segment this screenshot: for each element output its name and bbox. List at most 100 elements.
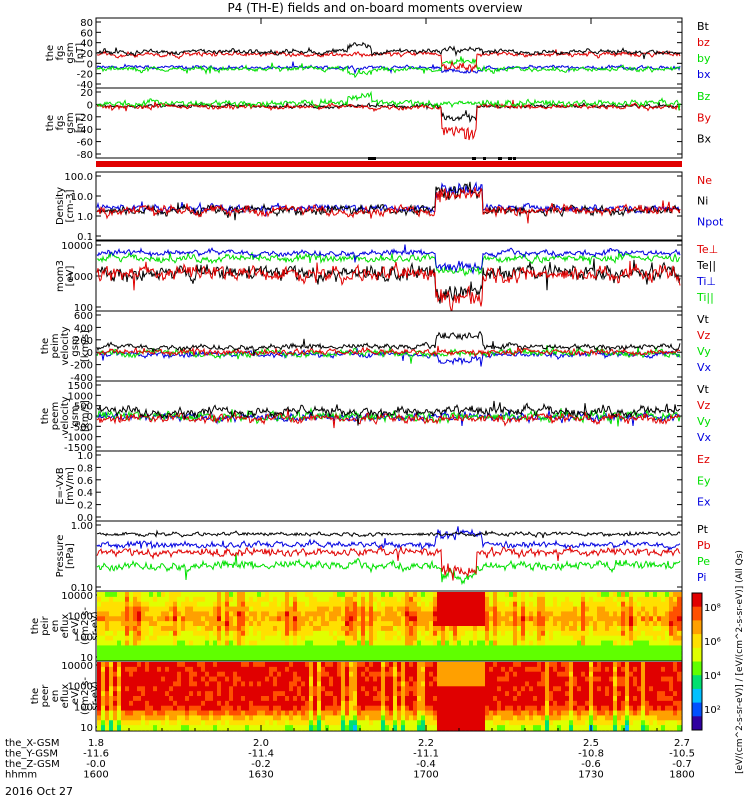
heatmap-cell [177, 606, 182, 613]
heatmap-cell [393, 606, 398, 613]
heatmap-cell [593, 655, 598, 661]
heatmap-cell [105, 621, 110, 627]
heatmap-cell [257, 655, 262, 661]
heatmap-cell [565, 611, 570, 617]
heatmap-cell [117, 681, 122, 687]
heatmap-cell [137, 611, 142, 617]
heatmap-cell [209, 671, 214, 678]
heatmap-cell [161, 606, 166, 613]
heatmap-cell [377, 640, 382, 647]
heatmap-cell [125, 650, 130, 656]
heatmap-cell [153, 630, 158, 637]
heatmap-cell [321, 686, 326, 692]
heatmap-cell [317, 676, 322, 683]
heatmap-cell [221, 715, 226, 721]
heatmap-cell [285, 691, 290, 697]
heatmap-cell [197, 592, 202, 598]
legend-entry: Vx [697, 431, 712, 444]
y-tick-label: 80 [80, 18, 93, 29]
heatmap-cell [177, 611, 182, 617]
heatmap-cell [641, 696, 646, 702]
heatmap-cell [565, 601, 570, 608]
heatmap-cell [445, 592, 450, 598]
heatmap-cell [169, 655, 174, 661]
heatmap-cell [273, 696, 278, 702]
heatmap-cell [429, 601, 434, 608]
heatmap-cell [413, 635, 418, 642]
heatmap-cell [593, 671, 598, 678]
heatmap-cell [165, 630, 170, 637]
heatmap-cell [245, 681, 250, 687]
heatmap-cell [545, 676, 550, 683]
heatmap-cell [641, 616, 646, 622]
x-tick-label: -11.1 [413, 749, 439, 760]
heatmap-cell [297, 720, 302, 726]
heatmap-cell [265, 671, 270, 678]
heatmap-cell [333, 691, 338, 697]
heatmap-cell [185, 611, 190, 617]
heatmap-cell [657, 655, 662, 661]
heatmap-cell [673, 666, 678, 673]
heatmap-cell [117, 645, 122, 651]
y-axis-label: eV/ [70, 617, 81, 634]
heatmap-cell [305, 700, 310, 707]
heatmap-cell [337, 621, 342, 627]
heatmap-cell [597, 592, 602, 598]
heatmap-cell [257, 681, 262, 687]
heatmap-cell [357, 606, 362, 613]
heatmap-cell [185, 592, 190, 598]
heatmap-cell [481, 601, 486, 608]
heatmap-cell [273, 640, 278, 647]
heatmap-cell [437, 630, 442, 637]
heatmap-cell [369, 596, 374, 603]
heatmap-cell [117, 596, 122, 603]
heatmap-cell [609, 676, 614, 683]
heatmap-cell [521, 655, 526, 661]
heatmap-cell [513, 601, 518, 608]
heatmap-cell [533, 655, 538, 661]
heatmap-cell [305, 606, 310, 613]
heatmap-cell [529, 720, 534, 726]
heatmap-cell [517, 635, 522, 642]
heatmap-cell [241, 696, 246, 702]
heatmap-cell [389, 715, 394, 721]
heatmap-cell [521, 710, 526, 717]
heatmap-cell [497, 621, 502, 627]
heatmap-cell [209, 691, 214, 697]
heatmap-cell [593, 621, 598, 627]
heatmap-cell [345, 596, 350, 603]
heatmap-cell [405, 655, 410, 661]
heatmap-cell [521, 720, 526, 726]
heatmap-cell [397, 725, 402, 731]
heatmap-cell [113, 601, 118, 608]
heatmap-cell [277, 681, 282, 687]
heatmap-cell [317, 635, 322, 642]
heatmap-cell [381, 696, 386, 702]
heatmap-cell [441, 630, 446, 637]
heatmap-cell [393, 705, 398, 712]
heatmap-cell [277, 655, 282, 661]
heatmap-cell [413, 710, 418, 717]
heatmap-cell [541, 700, 546, 707]
heatmap-cell [193, 710, 198, 717]
heatmap-cell [409, 686, 414, 692]
heatmap-cell [593, 686, 598, 692]
heatmap-cell [205, 650, 210, 656]
heatmap-cell [601, 606, 606, 613]
heatmap-cell [313, 640, 318, 647]
heatmap-cell [241, 725, 246, 731]
heatmap-cell [317, 725, 322, 731]
heatmap-cell [217, 676, 222, 683]
heatmap-cell [205, 671, 210, 678]
heatmap-cell [569, 676, 574, 683]
heatmap-cell [325, 710, 330, 717]
legend-entry: Vy [697, 415, 711, 428]
heatmap-cell [321, 662, 326, 668]
y-tick-label: -1000 [64, 433, 93, 444]
heatmap-cell [413, 616, 418, 622]
heatmap-cell [401, 596, 406, 603]
heatmap-cell [441, 616, 446, 622]
heatmap-cell [141, 681, 146, 687]
heatmap-cell [625, 715, 630, 721]
heatmap-cell [417, 592, 422, 598]
